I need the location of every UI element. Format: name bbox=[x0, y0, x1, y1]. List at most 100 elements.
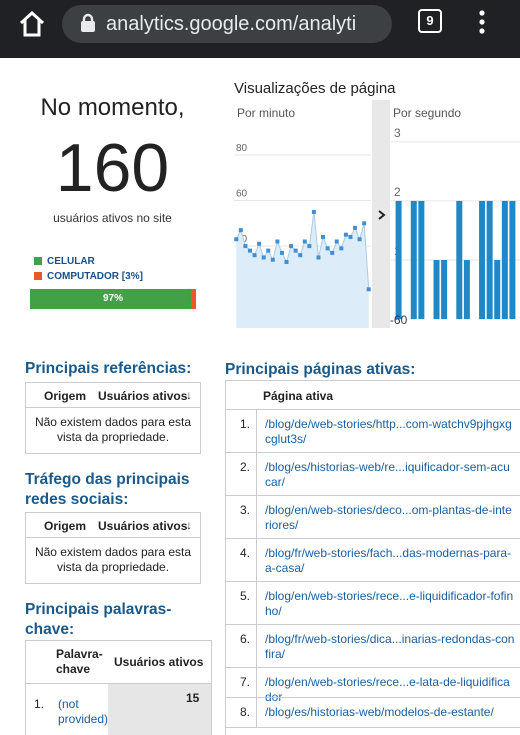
col-divider bbox=[256, 667, 257, 697]
point bbox=[247, 248, 252, 253]
point bbox=[275, 239, 280, 244]
point bbox=[348, 234, 353, 239]
row-divider bbox=[226, 697, 520, 698]
page-link[interactable]: /blog/es/historias-web/re...iquificador-… bbox=[265, 460, 510, 489]
row-number: 5. bbox=[240, 589, 251, 603]
header-divider bbox=[26, 537, 200, 538]
point bbox=[353, 225, 358, 230]
column-header: Usuários ativos bbox=[98, 389, 188, 403]
panel-title: Por minuto bbox=[237, 106, 295, 120]
panel-title: Por segundo bbox=[393, 106, 461, 120]
point bbox=[325, 246, 330, 251]
row-divider bbox=[226, 538, 520, 539]
panel-divider bbox=[372, 100, 390, 328]
page-link[interactable]: /blog/es/historias-web/modelos-de-estant… bbox=[265, 705, 494, 719]
column-header: Origem bbox=[44, 519, 87, 533]
user-cell bbox=[108, 684, 211, 735]
pageviews-title: Visualizações de página bbox=[234, 80, 396, 97]
row-divider bbox=[226, 495, 520, 496]
tab-count[interactable]: 9 bbox=[418, 9, 442, 33]
share-segment bbox=[30, 289, 192, 309]
bar bbox=[509, 200, 516, 320]
x-tick-label: -60 bbox=[390, 313, 408, 327]
section-title: Principais referências: bbox=[25, 360, 192, 377]
col-divider bbox=[256, 409, 257, 452]
point bbox=[243, 244, 248, 249]
pageviews-chart: Por minuto406080-26 min-21 min-16 min-11… bbox=[234, 100, 520, 328]
page-link[interactable]: /blog/en/web-stories/rece...e-liquidific… bbox=[265, 589, 514, 618]
col-divider bbox=[256, 581, 257, 624]
point bbox=[311, 209, 316, 214]
page-link[interactable]: /blog/fr/web-stories/fach...das-modernas… bbox=[265, 546, 512, 575]
point bbox=[343, 232, 348, 237]
row-number: 1. bbox=[240, 417, 251, 431]
bar bbox=[418, 200, 425, 320]
share-label: 97% bbox=[102, 293, 123, 304]
row-number: 4. bbox=[240, 546, 251, 560]
legend-label: CELULAR bbox=[47, 256, 95, 267]
point bbox=[366, 287, 371, 292]
point bbox=[257, 241, 262, 246]
expand-arrow[interactable] bbox=[378, 210, 386, 220]
point bbox=[302, 239, 307, 244]
row-number: 1. bbox=[34, 697, 45, 711]
legend-label: COMPUTADOR [3%] bbox=[47, 271, 143, 282]
col-divider bbox=[256, 452, 257, 495]
address-bar[interactable]: analytics.google.com/analyti bbox=[62, 5, 392, 43]
bar bbox=[494, 260, 501, 320]
sort-arrow: ↓ bbox=[186, 388, 192, 402]
row-divider bbox=[226, 727, 520, 728]
empty-message: Não existem dados para esta vista da pro… bbox=[34, 545, 192, 574]
page-link[interactable]: /blog/en/web-stories/rece...e-lata-de-li… bbox=[265, 675, 510, 704]
row-divider bbox=[226, 667, 520, 668]
point bbox=[298, 253, 303, 258]
column-header: Origem bbox=[44, 389, 87, 403]
user-count: 15 bbox=[186, 691, 200, 705]
page-link[interactable]: /blog/fr/web-stories/dica...inarias-redo… bbox=[265, 632, 515, 661]
y-tick-label: 80 bbox=[236, 143, 248, 154]
menu-button[interactable] bbox=[475, 8, 489, 38]
column-header: Usuários ativos bbox=[98, 519, 188, 533]
row-number: 8. bbox=[240, 705, 251, 719]
point bbox=[279, 250, 284, 255]
bar bbox=[433, 260, 440, 320]
bar bbox=[410, 200, 417, 320]
point bbox=[339, 246, 344, 251]
col-divider bbox=[256, 697, 257, 727]
data-table: Palavra-chave Usuários ativos 1. (not provi… bbox=[25, 640, 212, 735]
row-number: 6. bbox=[240, 632, 251, 646]
sort-arrow: ↓ bbox=[186, 518, 192, 532]
bar bbox=[456, 200, 463, 320]
point bbox=[307, 244, 312, 249]
page-link[interactable]: /blog/de/web-stories/http...com-watchv9p… bbox=[265, 417, 512, 446]
bar bbox=[395, 200, 402, 320]
area bbox=[236, 211, 369, 328]
section-title: Principais palavras-chave: bbox=[25, 601, 172, 638]
point bbox=[362, 221, 367, 226]
point bbox=[321, 234, 326, 239]
section-title: Tráfego das principais redes sociais: bbox=[25, 471, 190, 508]
row-number: 7. bbox=[240, 675, 251, 689]
realtime-heading: No momento, bbox=[40, 94, 185, 121]
share-segment bbox=[191, 289, 196, 309]
header-divider bbox=[26, 683, 211, 684]
bar bbox=[463, 260, 470, 320]
point bbox=[284, 260, 289, 264]
point bbox=[316, 255, 321, 260]
page-link[interactable]: /blog/en/web-stories/deco...om-plantas-d… bbox=[265, 503, 512, 532]
row-divider bbox=[226, 581, 520, 582]
row-number: 3. bbox=[240, 503, 251, 517]
legend-swatch bbox=[34, 257, 42, 265]
active-caption: usuários ativos no site bbox=[53, 211, 172, 225]
point bbox=[357, 237, 362, 242]
column-header: Página ativa bbox=[263, 389, 334, 403]
empty-message: Não existem dados para esta vista da pro… bbox=[34, 415, 192, 444]
home-button[interactable] bbox=[18, 10, 46, 38]
active-count: 160 bbox=[55, 130, 170, 206]
column-header: Usuários ativos bbox=[114, 655, 204, 669]
point bbox=[261, 255, 266, 260]
point bbox=[334, 239, 339, 244]
bar bbox=[441, 260, 448, 320]
data-table: Origem Usuários ativos ↓ Não existem dados … bbox=[25, 512, 201, 584]
